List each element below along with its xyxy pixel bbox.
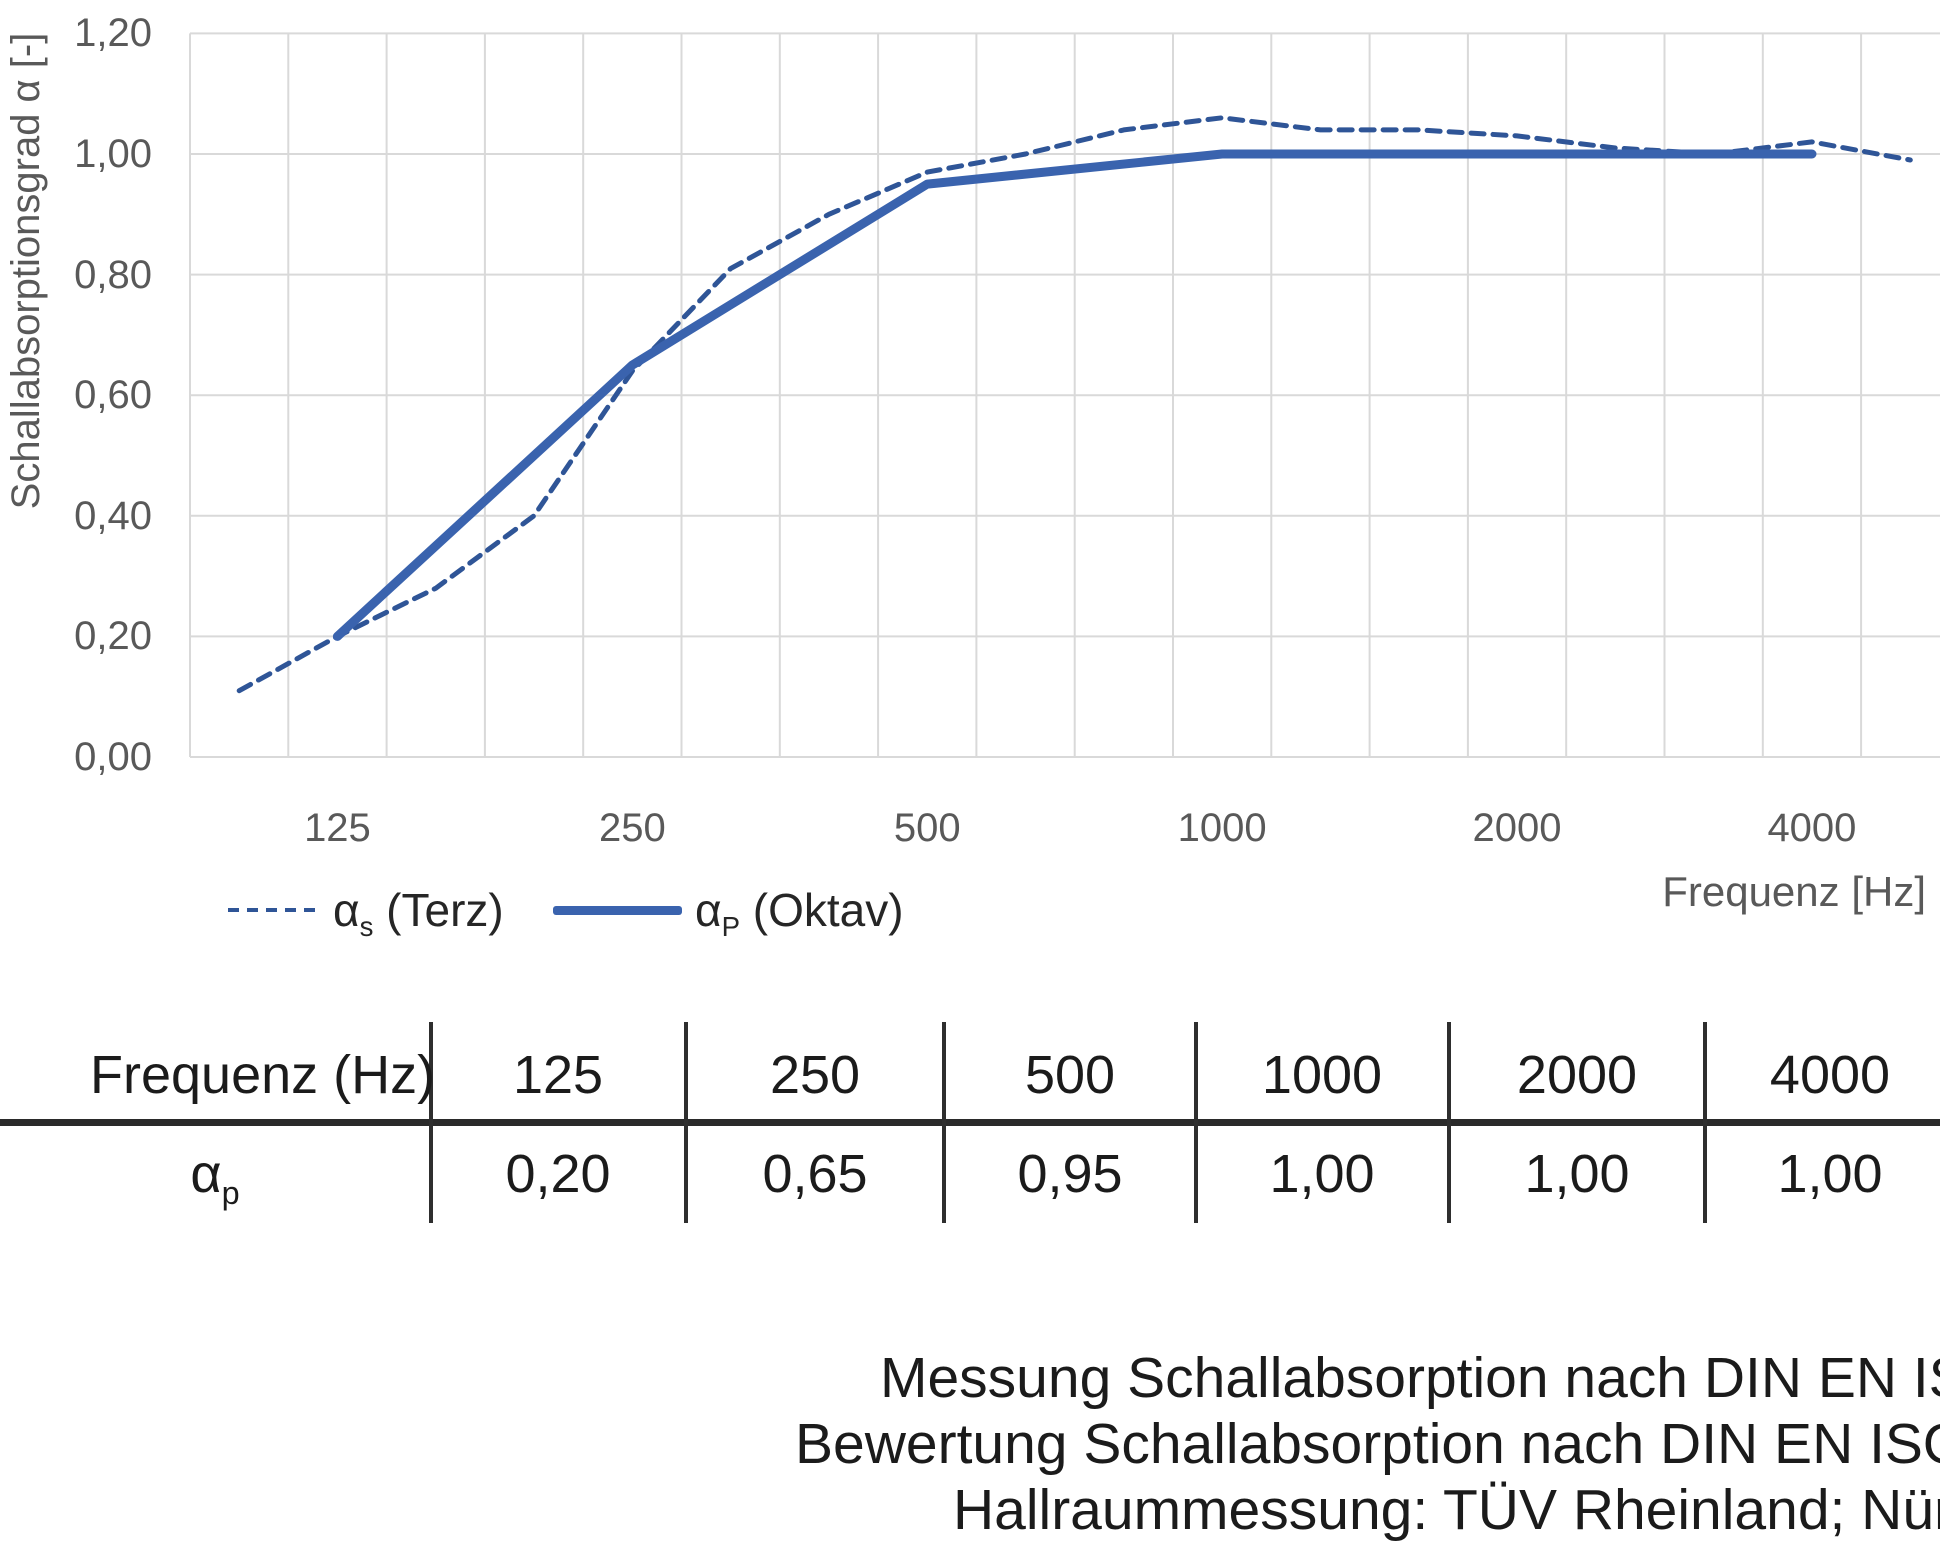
alpha-p-oktav-line xyxy=(332,149,1817,641)
y-axis-tick-label: 0,00 xyxy=(74,735,152,779)
legend-item-alpha-p: αP (Oktav) xyxy=(553,882,904,943)
table-column-divider xyxy=(684,1022,688,1223)
table-value-cell: 1,00 xyxy=(1777,1144,1883,1204)
table-column-divider xyxy=(1447,1022,1451,1223)
table-header-cell: Frequenz (Hz) xyxy=(90,1045,436,1105)
x-axis-tick-label: 125 xyxy=(304,806,371,850)
table-value-cell: 0,95 xyxy=(1017,1144,1123,1204)
table-column-divider xyxy=(1703,1022,1707,1223)
absorption-chart xyxy=(189,32,1940,758)
footnote-line: Hallraummessung: TÜV Rheinland; Nürnberg xyxy=(953,1478,1940,1542)
y-axis-tick-label: 0,80 xyxy=(74,252,152,297)
footnote-line: Messung Schallabsorption nach DIN EN ISO… xyxy=(880,1346,1940,1410)
y-axis-tick-label: 1,20 xyxy=(74,11,152,56)
table-header-cell: 125 xyxy=(512,1045,604,1105)
footnote-line: Bewertung Schallabsorption nach DIN EN I… xyxy=(795,1412,1940,1476)
table-header-cell: 1000 xyxy=(1261,1045,1383,1105)
legend-label-alpha-p: αP (Oktav) xyxy=(695,884,904,943)
table-header-cell: 2000 xyxy=(1516,1045,1638,1105)
dashed-line-sample xyxy=(228,908,320,912)
legend-item-alpha-s: αs (Terz) xyxy=(228,882,504,943)
table-value-cell: 1,00 xyxy=(1524,1144,1630,1204)
table-horizontal-rule xyxy=(0,1119,1940,1126)
solid-line-sample xyxy=(553,905,682,915)
table-header-cell: 250 xyxy=(769,1045,861,1105)
x-axis-tick-label: 500 xyxy=(893,806,961,850)
table-column-divider xyxy=(942,1022,946,1223)
table-value-cell: 0,20 xyxy=(505,1144,611,1204)
alpha-s-terz-line xyxy=(236,115,1913,694)
y-axis-tick-label: 0,40 xyxy=(74,493,152,538)
x-axis-title: Frequenz [Hz] xyxy=(1662,868,1926,915)
x-axis-tick-label: 1000 xyxy=(1177,806,1267,850)
x-axis-tick-label: 2000 xyxy=(1472,806,1562,850)
x-axis-tick-label: 4000 xyxy=(1767,806,1857,850)
y-axis-tick-label: 1,00 xyxy=(74,132,152,176)
y-axis-tick-label: 0,60 xyxy=(74,373,152,418)
table-value-cell: 1,00 xyxy=(1269,1144,1375,1204)
table-column-divider xyxy=(429,1022,433,1223)
table-header-cell: 4000 xyxy=(1769,1045,1891,1105)
table-column-divider xyxy=(1194,1022,1198,1223)
table-value-cell: 0,65 xyxy=(762,1144,868,1204)
legend-label-alpha-s: αs (Terz) xyxy=(333,884,504,943)
table-row-label-alpha-p: αp xyxy=(190,1144,240,1211)
y-axis-tick-label: 0,20 xyxy=(74,614,152,659)
x-axis-tick-label: 250 xyxy=(598,806,666,850)
table-header-cell: 500 xyxy=(1024,1045,1116,1105)
